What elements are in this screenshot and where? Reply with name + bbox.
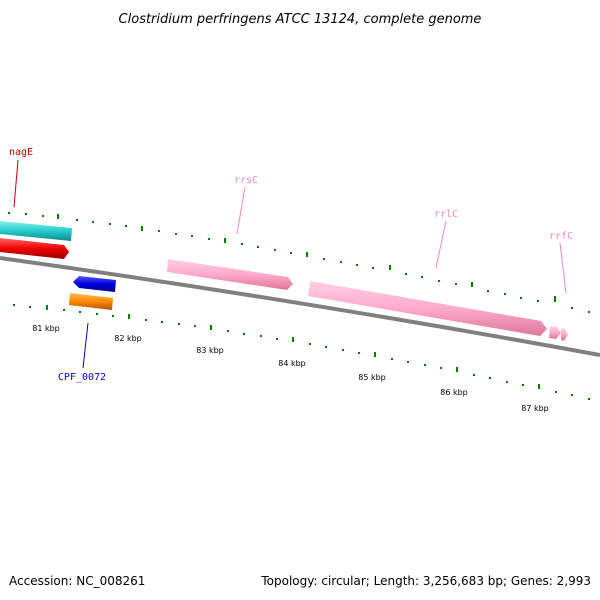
map-title: Clostridium perfringens ATCC 13124, comp… [119,12,482,27]
rrfC-gene-feature[interactable] [549,326,561,339]
tick-label-83kbp: 83 kbp [196,346,224,355]
tick-label-85kbp: 85 kbp [358,373,386,382]
orange-gene-feature[interactable] [69,293,113,310]
rrfC-leader-line [559,242,567,294]
accession-text: Accession: NC_008261 [9,574,146,588]
CPF_0072-label: CPF_0072 [58,372,106,383]
genome-backbone [0,256,600,357]
nagE-label: nagE [9,147,33,158]
cyan-gene-feature[interactable] [0,221,72,241]
rrsC-gene-feature[interactable] [167,259,293,290]
rrfC-gene-feature-2[interactable] [561,328,568,341]
genome-summary-text: Topology: circular; Length: 3,256,683 bp… [261,574,591,588]
nagE-leader-line [13,159,19,208]
nagE-gene-feature[interactable] [0,238,69,259]
rrsC-label: rrsC [234,175,258,186]
lower-tick-dots [13,304,590,400]
tick-label-82kbp: 82 kbp [114,334,142,343]
CPF_0072-gene-feature[interactable] [73,276,116,292]
tick-label-84kbp: 84 kbp [278,359,306,368]
tick-label-81kbp: 81 kbp [32,324,60,333]
rrlC-leader-line [435,220,447,269]
rrfC-label: rrfC [549,231,573,242]
tick-label-86kbp: 86 kbp [440,388,468,397]
tick-label-87kbp: 87 kbp [521,404,549,413]
rrlC-gene-feature[interactable] [308,281,547,336]
rrsC-leader-line [236,186,246,235]
CPF_0072-leader-line [82,322,89,369]
upper-guide-dots [8,212,590,313]
rrlC-label: rrlC [434,209,458,220]
